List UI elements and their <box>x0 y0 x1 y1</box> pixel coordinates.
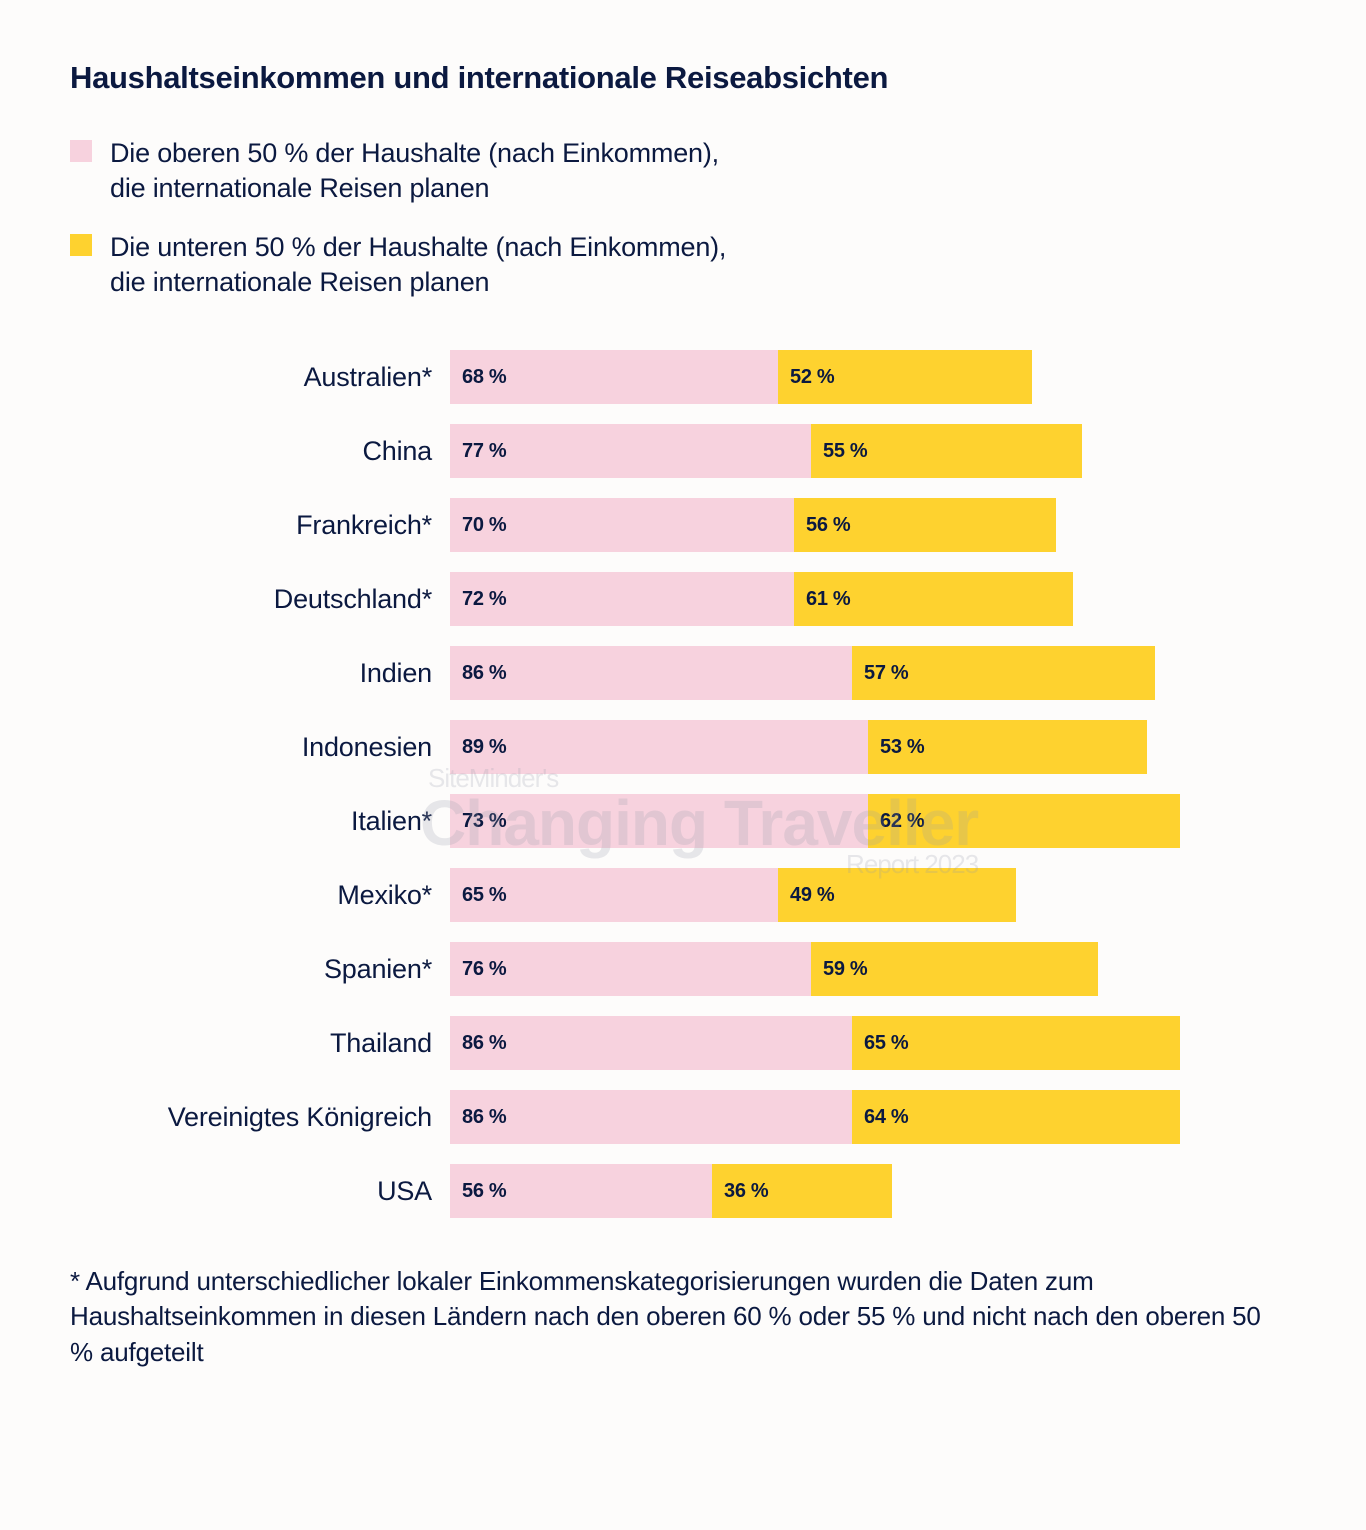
bar-lower-value: 52 % <box>790 366 834 389</box>
row-label: Vereinigtes Königreich <box>70 1102 450 1133</box>
bar-track: 86 % 65 % <box>450 1016 1296 1070</box>
bar-track: 72 % 61 % <box>450 572 1296 626</box>
bar-lower: 61 % <box>794 572 1073 626</box>
footnote: * Aufgrund unterschiedlicher lokaler Ein… <box>70 1264 1270 1369</box>
chart-row: Indien 86 % 57 % <box>70 646 1296 700</box>
bar-upper-value: 65 % <box>462 884 506 907</box>
row-label: Frankreich* <box>70 510 450 541</box>
legend-label-lower: Die unteren 50 % der Haushalte (nach Ein… <box>110 230 726 300</box>
bar-lower-value: 36 % <box>724 1180 768 1203</box>
bar-lower-value: 57 % <box>864 662 908 685</box>
bar-lower-value: 59 % <box>823 958 867 981</box>
row-label: Indonesien <box>70 732 450 763</box>
bar-track: 77 % 55 % <box>450 424 1296 478</box>
bar-upper-value: 77 % <box>462 440 506 463</box>
bar-lower: 64 % <box>852 1090 1180 1144</box>
legend-swatch-lower <box>70 234 92 256</box>
bar-upper-value: 86 % <box>462 1032 506 1055</box>
chart-row: Indonesien 89 % 53 % <box>70 720 1296 774</box>
bar-upper: 86 % <box>450 1016 852 1070</box>
legend-item-upper: Die oberen 50 % der Haushalte (nach Eink… <box>70 136 1296 206</box>
bar-upper-value: 86 % <box>462 1106 506 1129</box>
row-label: China <box>70 436 450 467</box>
chart-row: Vereinigtes Königreich 86 % 64 % <box>70 1090 1296 1144</box>
bar-upper: 89 % <box>450 720 868 774</box>
bar-track: 56 % 36 % <box>450 1164 1296 1218</box>
bar-upper-value: 76 % <box>462 958 506 981</box>
bar-track: 89 % 53 % <box>450 720 1296 774</box>
row-label: USA <box>70 1176 450 1207</box>
bar-lower-value: 56 % <box>806 514 850 537</box>
bar-upper: 86 % <box>450 646 852 700</box>
chart-row: Italien* 73 % 62 % <box>70 794 1296 848</box>
bar-upper-value: 72 % <box>462 588 506 611</box>
bar-upper: 56 % <box>450 1164 712 1218</box>
bar-upper: 77 % <box>450 424 811 478</box>
row-label: Spanien* <box>70 954 450 985</box>
bar-upper: 76 % <box>450 942 811 996</box>
bar-lower-value: 65 % <box>864 1032 908 1055</box>
bar-lower: 55 % <box>811 424 1082 478</box>
bar-lower-value: 61 % <box>806 588 850 611</box>
bar-lower: 62 % <box>868 794 1180 848</box>
bar-track: 65 % 49 % <box>450 868 1296 922</box>
chart-title: Haushaltseinkommen und internationale Re… <box>70 60 1296 96</box>
bar-lower: 56 % <box>794 498 1056 552</box>
bar-lower-value: 62 % <box>880 810 924 833</box>
bar-lower-value: 53 % <box>880 736 924 759</box>
chart-row: China 77 % 55 % <box>70 424 1296 478</box>
row-label: Italien* <box>70 806 450 837</box>
bar-upper-value: 73 % <box>462 810 506 833</box>
chart-row: Australien* 68 % 52 % <box>70 350 1296 404</box>
bar-upper-value: 70 % <box>462 514 506 537</box>
chart-row: USA 56 % 36 % <box>70 1164 1296 1218</box>
row-label: Indien <box>70 658 450 689</box>
bar-track: 86 % 57 % <box>450 646 1296 700</box>
row-label: Thailand <box>70 1028 450 1059</box>
bar-upper-value: 89 % <box>462 736 506 759</box>
row-label: Australien* <box>70 362 450 393</box>
legend-swatch-upper <box>70 140 92 162</box>
bar-upper: 70 % <box>450 498 794 552</box>
chart-row: Spanien* 76 % 59 % <box>70 942 1296 996</box>
chart-row: Mexiko* 65 % 49 % <box>70 868 1296 922</box>
legend-item-lower: Die unteren 50 % der Haushalte (nach Ein… <box>70 230 1296 300</box>
bar-upper-value: 68 % <box>462 366 506 389</box>
chart-row: Thailand 86 % 65 % <box>70 1016 1296 1070</box>
chart-row: Deutschland* 72 % 61 % <box>70 572 1296 626</box>
bar-lower-value: 64 % <box>864 1106 908 1129</box>
bar-lower-value: 55 % <box>823 440 867 463</box>
bar-upper-value: 86 % <box>462 662 506 685</box>
bar-upper: 65 % <box>450 868 778 922</box>
bar-upper: 73 % <box>450 794 868 848</box>
bar-lower: 65 % <box>852 1016 1180 1070</box>
bar-upper: 68 % <box>450 350 778 404</box>
bar-lower: 53 % <box>868 720 1147 774</box>
bar-lower: 49 % <box>778 868 1016 922</box>
bar-lower: 36 % <box>712 1164 892 1218</box>
bar-track: 68 % 52 % <box>450 350 1296 404</box>
bar-track: 70 % 56 % <box>450 498 1296 552</box>
legend-label-upper: Die oberen 50 % der Haushalte (nach Eink… <box>110 136 719 206</box>
bar-lower: 52 % <box>778 350 1032 404</box>
chart-row: Frankreich* 70 % 56 % <box>70 498 1296 552</box>
legend: Die oberen 50 % der Haushalte (nach Eink… <box>70 136 1296 300</box>
row-label: Deutschland* <box>70 584 450 615</box>
bar-track: 86 % 64 % <box>450 1090 1296 1144</box>
bar-track: 73 % 62 % <box>450 794 1296 848</box>
row-label: Mexiko* <box>70 880 450 911</box>
bar-chart: Australien* 68 % 52 % China 77 % 55 % Frankrei… <box>70 350 1296 1218</box>
bar-lower: 57 % <box>852 646 1155 700</box>
bar-lower-value: 49 % <box>790 884 834 907</box>
bar-upper: 72 % <box>450 572 794 626</box>
bar-lower: 59 % <box>811 942 1098 996</box>
bar-upper-value: 56 % <box>462 1180 506 1203</box>
bar-upper: 86 % <box>450 1090 852 1144</box>
bar-track: 76 % 59 % <box>450 942 1296 996</box>
